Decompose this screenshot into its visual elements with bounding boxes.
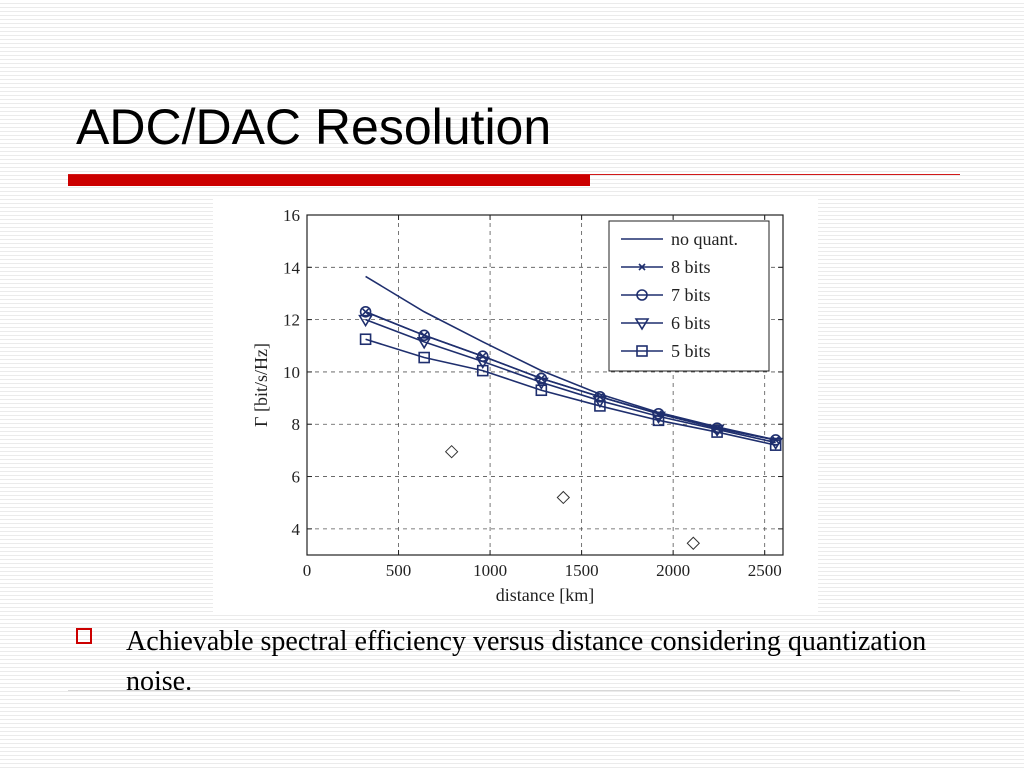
legend-entry: 8 bits (621, 257, 711, 277)
title-rule (68, 174, 960, 188)
x-tick-label: 1500 (565, 561, 599, 580)
legend-marker (636, 345, 648, 357)
data-point (709, 424, 725, 438)
legend-label: 7 bits (671, 285, 711, 305)
x-tick-label: 1000 (473, 561, 507, 580)
series-line-0 (365, 275, 776, 441)
series-line-3 (365, 318, 776, 444)
series-line-4 (365, 338, 776, 446)
series-layer (358, 275, 784, 451)
legend-entry: 5 bits (621, 341, 711, 361)
data-point (418, 351, 430, 364)
scatter-layer (444, 444, 700, 550)
legend-entry: 7 bits (621, 285, 711, 305)
data-point (768, 437, 784, 451)
legend-label: no quant. (671, 229, 738, 249)
x-marker-stroke (362, 308, 370, 316)
series-0 (365, 275, 776, 441)
data-point (533, 377, 549, 390)
legend-marker (636, 289, 648, 301)
plot-frame (306, 214, 784, 556)
chart-figure: 0 500 1000 1500 2000 2500 4 6 8 10 12 14 16 distance… (213, 198, 818, 612)
x-axis-label: distance [km] (496, 585, 594, 605)
data-point (476, 364, 489, 377)
data-point (651, 411, 666, 424)
title-rule-thin (68, 174, 960, 175)
y-axis-label: Γ [bit/s/Hz] (251, 343, 271, 427)
legend-box (608, 220, 770, 372)
data-point (416, 337, 432, 350)
x-tick-label: 2500 (748, 561, 782, 580)
data-point (359, 333, 372, 346)
y-tick-label: 16 (283, 206, 300, 225)
axis-ticks: 0 500 1000 1500 2000 2500 4 6 8 10 12 14 16 (283, 206, 783, 580)
y-tick-label: 12 (283, 311, 300, 330)
x-tick-label: 0 (303, 561, 312, 580)
spectral-efficiency-chart: 0 500 1000 1500 2000 2500 4 6 8 10 12 14 16 distance… (251, 206, 784, 605)
slide-title: ADC/DAC Resolution (76, 99, 552, 155)
data-point (594, 400, 606, 412)
x-marker-stroke (638, 263, 646, 271)
data-point (475, 356, 491, 370)
caption-text: Achievable spectral efficiency versus di… (126, 626, 927, 697)
legend-entry: 6 bits (621, 313, 711, 333)
bullet-square-icon (76, 628, 92, 644)
data-point (535, 384, 548, 397)
data-point (359, 305, 372, 318)
scatter-point (686, 536, 700, 550)
x-tick-label: 2000 (656, 561, 690, 580)
data-point (711, 426, 723, 438)
y-tick-label: 14 (283, 258, 301, 277)
data-point (362, 308, 370, 316)
x-tick-label: 500 (386, 561, 412, 580)
y-tick-label: 4 (292, 520, 301, 539)
y-tick-label: 10 (283, 363, 300, 382)
data-point (769, 439, 782, 451)
scatter-point (556, 490, 571, 505)
title-rule-accent (68, 175, 590, 186)
legend-marker (634, 318, 650, 331)
legend-label: 8 bits (671, 257, 711, 277)
legend: no quant. 8 bits 7 bits 6 bits 5 bits (608, 220, 770, 372)
series-line-2 (365, 311, 776, 441)
series-4 (359, 333, 782, 451)
legend-label: 6 bits (671, 313, 711, 333)
scatter-point (444, 444, 459, 459)
legend-entry: no quant. (621, 229, 738, 249)
legend-label: 5 bits (671, 341, 711, 361)
bottom-rule (68, 690, 960, 691)
legend-marker (638, 263, 646, 271)
data-point (358, 314, 373, 328)
y-tick-label: 6 (292, 468, 301, 487)
y-tick-label: 8 (292, 415, 301, 434)
data-point (418, 329, 430, 342)
data-point (652, 414, 665, 427)
